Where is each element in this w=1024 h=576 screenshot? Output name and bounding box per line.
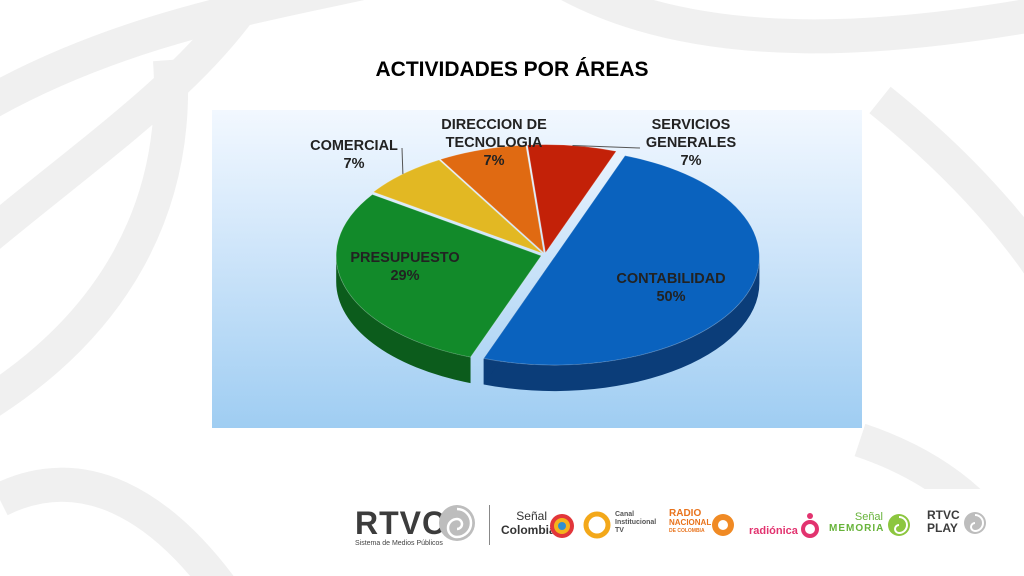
slice-label-text: CONTABILIDAD bbox=[616, 271, 726, 287]
slice-presupuesto bbox=[335, 194, 542, 358]
senal-text: Señal bbox=[854, 511, 883, 523]
senal-colombia-icon bbox=[550, 514, 574, 538]
slice-side-contabilidad bbox=[483, 257, 760, 392]
slice-pct-text: 7% bbox=[343, 156, 365, 172]
slice-label-comercial: COMERCIAL 7% bbox=[300, 137, 408, 173]
rtvc-logo-subtitle: Sistema de Medios Públicos bbox=[355, 540, 443, 547]
slice-pct-text: 7% bbox=[483, 153, 505, 169]
rtvc-logo-text: RTVC bbox=[355, 505, 447, 541]
slice-label-contabilidad: CONTABILIDAD 50% bbox=[606, 270, 736, 306]
nacional-text: NACIONAL bbox=[669, 518, 712, 527]
slice-label-servicios-generales: SERVICIOS GENERALES 7% bbox=[632, 116, 750, 170]
radionica-logo: radiónica bbox=[749, 525, 798, 537]
senal-colombia-logo: Señal Colombia bbox=[501, 509, 556, 537]
senal-memoria-logo: Señal MEMORIA bbox=[829, 511, 883, 535]
memoria-text: MEMORIA bbox=[829, 523, 885, 534]
slice-side-presupuesto bbox=[336, 255, 471, 384]
canal-institucional-icon bbox=[583, 511, 611, 539]
footer-logo-bar: RTVC Sistema de Medios Públicos Señal Co… bbox=[313, 489, 1024, 576]
de-colombia-text: DE COLOMBIA bbox=[669, 528, 705, 534]
slice-pct-text: 50% bbox=[656, 289, 686, 305]
rtvc-swirl-icon bbox=[439, 505, 475, 541]
leader-line-servicios-generales bbox=[572, 145, 641, 149]
slice-direccion-tecnologia bbox=[439, 144, 545, 254]
slice-label-text: TECNOLOGIA bbox=[445, 135, 543, 151]
slice-label-text: DIRECCION DE bbox=[441, 117, 547, 133]
rtvc-play-icon bbox=[964, 512, 986, 534]
radionica-icon bbox=[801, 513, 819, 538]
slice-label-text: COMERCIAL bbox=[310, 138, 398, 154]
slice-label-direccion-tecnologia: DIRECCION DE TECNOLOGIA 7% bbox=[424, 116, 564, 170]
slice-label-presupuesto: PRESUPUESTO 29% bbox=[340, 249, 470, 285]
radio-text: RADIO bbox=[669, 508, 702, 519]
slice-pct-text: 7% bbox=[680, 153, 702, 169]
slice-contabilidad bbox=[483, 155, 760, 366]
slice-label-text: GENERALES bbox=[645, 135, 737, 151]
slice-pct-text: 29% bbox=[390, 268, 420, 284]
footer-divider bbox=[489, 505, 490, 545]
radio-nacional-logo: RADIO NACIONAL DE COLOMBIA bbox=[669, 509, 711, 536]
slice-label-text: PRESUPUESTO bbox=[350, 250, 460, 266]
chart-title: ACTIVIDADES POR ÁREAS bbox=[375, 58, 649, 81]
rtvc-logo: RTVC Sistema de Medios Públicos bbox=[355, 505, 446, 547]
canal-text: Canal bbox=[615, 511, 635, 518]
senal-text: Señal bbox=[516, 509, 547, 523]
tv-text: TV bbox=[615, 527, 624, 534]
senal-memoria-icon bbox=[888, 514, 910, 536]
slice-label-text: SERVICIOS bbox=[651, 117, 731, 133]
play-text: PLAY bbox=[927, 521, 958, 535]
institucional-text: Institucional bbox=[615, 519, 657, 526]
canal-institucional-logo: Canal Institucional TV bbox=[615, 511, 656, 535]
rtvc-play-top-text: RTVC bbox=[927, 508, 960, 522]
leader-line-comercial bbox=[401, 147, 404, 175]
colombia-text: Colombia bbox=[501, 523, 556, 537]
radio-nacional-icon bbox=[712, 514, 734, 536]
rtvc-play-logo: RTVC PLAY bbox=[927, 509, 960, 535]
